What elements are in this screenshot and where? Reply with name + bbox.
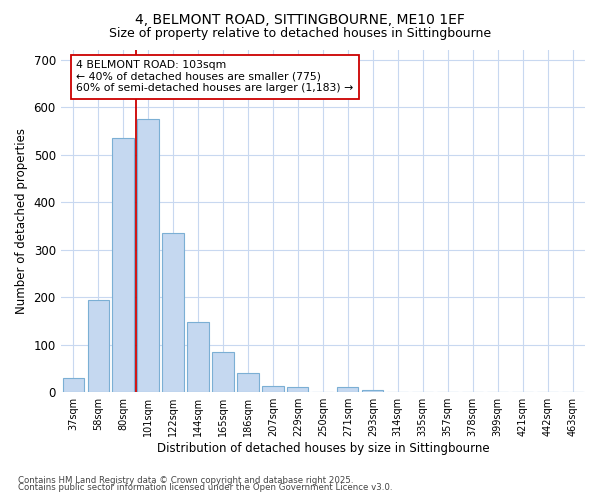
Bar: [163, 233, 184, 392]
Bar: [187, 322, 209, 392]
Bar: [212, 352, 233, 392]
Bar: [88, 300, 109, 392]
Bar: [287, 388, 308, 392]
Bar: [362, 390, 383, 392]
Bar: [238, 373, 259, 392]
Bar: [112, 138, 134, 392]
Text: Size of property relative to detached houses in Sittingbourne: Size of property relative to detached ho…: [109, 28, 491, 40]
Text: Contains public sector information licensed under the Open Government Licence v3: Contains public sector information licen…: [18, 484, 392, 492]
Bar: [337, 388, 358, 392]
Bar: [137, 119, 158, 392]
Text: Contains HM Land Registry data © Crown copyright and database right 2025.: Contains HM Land Registry data © Crown c…: [18, 476, 353, 485]
X-axis label: Distribution of detached houses by size in Sittingbourne: Distribution of detached houses by size …: [157, 442, 489, 455]
Y-axis label: Number of detached properties: Number of detached properties: [15, 128, 28, 314]
Text: 4 BELMONT ROAD: 103sqm
← 40% of detached houses are smaller (775)
60% of semi-de: 4 BELMONT ROAD: 103sqm ← 40% of detached…: [76, 60, 353, 94]
Bar: [62, 378, 84, 392]
Bar: [262, 386, 284, 392]
Text: 4, BELMONT ROAD, SITTINGBOURNE, ME10 1EF: 4, BELMONT ROAD, SITTINGBOURNE, ME10 1EF: [135, 12, 465, 26]
